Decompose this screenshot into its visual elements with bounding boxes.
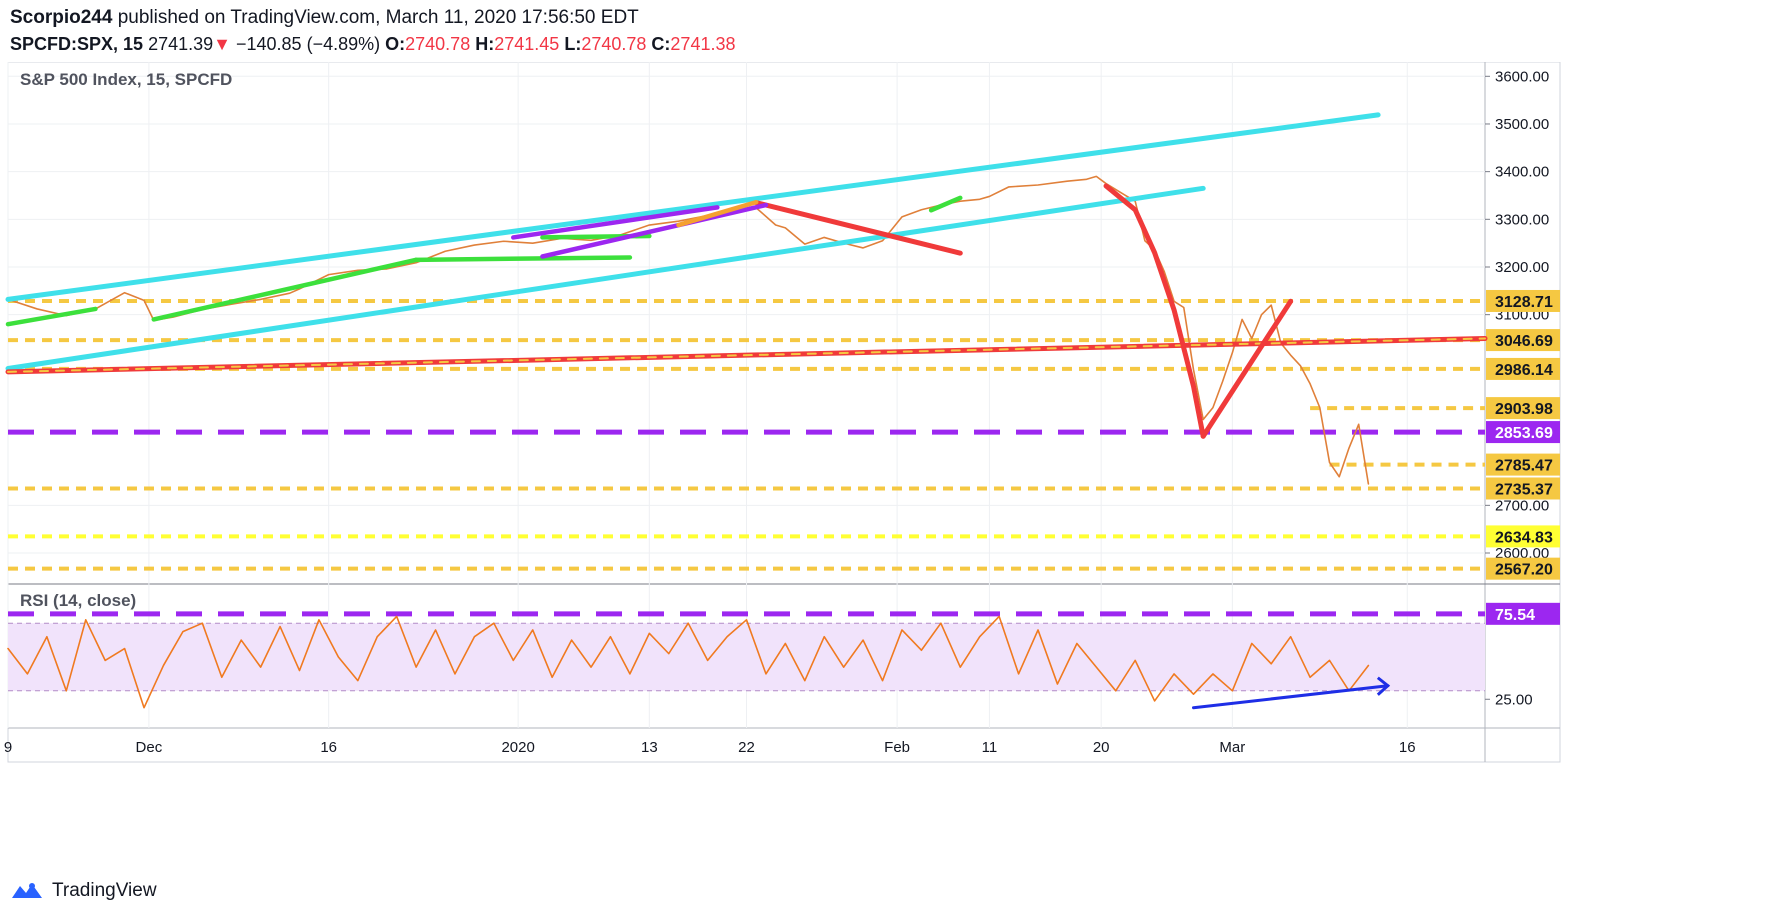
level-price-tag bbox=[1486, 357, 1560, 380]
level-price-label: 2853.69 bbox=[1495, 425, 1553, 442]
x-tick-label: 13 bbox=[641, 739, 658, 756]
green-trend-segment bbox=[928, 195, 963, 213]
y-tick-label: 3200.00 bbox=[1495, 259, 1549, 276]
rsi-level-label: 75.54 bbox=[1495, 607, 1535, 624]
red-trendline bbox=[1200, 298, 1294, 439]
low-value: 2740.78 bbox=[581, 34, 647, 54]
purple-trend-segment bbox=[511, 205, 720, 240]
green-trend-segment bbox=[5, 306, 98, 327]
y-tick-label: 3300.00 bbox=[1495, 211, 1549, 228]
cyan-channel-line bbox=[5, 112, 1381, 302]
quote-line: SPCFD:SPX, 15 2741.39▼ −140.85 (−4.89%) … bbox=[10, 32, 1770, 56]
rsi-level-tag bbox=[1486, 602, 1560, 625]
close-label: C: bbox=[651, 34, 671, 54]
red-trendline bbox=[753, 200, 963, 256]
x-tick-label: Mar bbox=[1219, 739, 1245, 756]
x-tick-label: Dec bbox=[136, 739, 163, 756]
green-trend-segment bbox=[413, 255, 633, 263]
high-label: H: bbox=[475, 34, 495, 54]
author-name[interactable]: Scorpio244 bbox=[10, 7, 113, 28]
open-value: 2740.78 bbox=[405, 34, 471, 54]
level-price-tag bbox=[1486, 525, 1560, 548]
rsi-title: RSI (14, close) bbox=[20, 591, 136, 610]
orange-trend-segment bbox=[676, 199, 759, 228]
symbol-label[interactable]: SPCFD:SPX, 15 bbox=[10, 34, 144, 54]
level-price-label: 2735.37 bbox=[1495, 481, 1553, 498]
rsi-divergence-line bbox=[1191, 684, 1390, 710]
level-price-tag bbox=[1486, 477, 1560, 500]
red-trendline bbox=[1103, 183, 1206, 439]
last-price: 2741.39 bbox=[148, 34, 214, 54]
y-tick-label: 3600.00 bbox=[1495, 68, 1549, 85]
x-tick-label: 16 bbox=[1399, 739, 1416, 756]
high-value: 2741.45 bbox=[494, 34, 560, 54]
chart-area[interactable]: 9 Dec 16 2020 13 22 Feb 11 20 Mar 162600.002700.00… bbox=[0, 62, 1782, 830]
arrowhead-icon bbox=[1376, 676, 1391, 696]
rsi-band bbox=[8, 623, 1485, 691]
cyan-channel-line bbox=[5, 185, 1206, 372]
y-tick-label: 3500.00 bbox=[1495, 116, 1549, 133]
x-tick-label: 20 bbox=[1093, 739, 1110, 756]
level-price-tag bbox=[1486, 397, 1560, 420]
x-tick-label: 2020 bbox=[501, 739, 534, 756]
x-tick-label: 11 bbox=[982, 739, 998, 756]
level-price-tag bbox=[1486, 557, 1560, 580]
publish-text: published on TradingView.com, March 11, … bbox=[117, 7, 639, 28]
purple-trend-segment bbox=[540, 202, 769, 259]
footer: TradingView bbox=[10, 880, 157, 902]
level-price-label: 2785.47 bbox=[1495, 458, 1553, 475]
y-tick-label: 2700.00 bbox=[1495, 497, 1549, 514]
publish-line: Scorpio244 published on TradingView.com,… bbox=[10, 6, 1770, 30]
level-price-label: 2903.98 bbox=[1495, 401, 1553, 418]
chart-header: Scorpio244 published on TradingView.com,… bbox=[10, 6, 1770, 56]
level-price-label: 2986.14 bbox=[1495, 362, 1553, 379]
level-price-label: 3046.69 bbox=[1495, 333, 1553, 350]
x-tick-label: 9 bbox=[4, 739, 12, 756]
tradingview-brand[interactable]: TradingView bbox=[52, 880, 157, 901]
level-price-tag bbox=[1486, 421, 1560, 444]
low-label: L: bbox=[564, 34, 582, 54]
chart-title: S&P 500 Index, 15, SPCFD bbox=[20, 70, 232, 89]
trendline-dash-overlay bbox=[7, 337, 1486, 373]
price-change: −140.85 bbox=[235, 34, 302, 54]
down-arrow-icon: ▼ bbox=[213, 34, 231, 54]
green-trend-segment bbox=[151, 257, 419, 322]
close-value: 2741.38 bbox=[670, 34, 736, 54]
level-price-label: 2634.83 bbox=[1495, 529, 1553, 546]
x-tick-label: Feb bbox=[884, 739, 910, 756]
x-tick-label: 16 bbox=[320, 739, 337, 756]
level-price-tag bbox=[1486, 289, 1560, 312]
rsi-line bbox=[7, 615, 1370, 709]
level-price-tag bbox=[1486, 329, 1560, 352]
rsi-tick-label: 25.00 bbox=[1495, 691, 1533, 708]
x-tick-label: 22 bbox=[738, 739, 755, 756]
level-price-label: 3128.71 bbox=[1495, 294, 1553, 311]
level-price-label: 2567.20 bbox=[1495, 562, 1553, 579]
level-price-tag bbox=[1486, 453, 1560, 476]
price-change-pct: (−4.89%) bbox=[306, 34, 381, 54]
open-label: O: bbox=[385, 34, 406, 54]
y-tick-label: 3400.00 bbox=[1495, 164, 1549, 181]
tradingview-logo-icon bbox=[12, 883, 42, 898]
